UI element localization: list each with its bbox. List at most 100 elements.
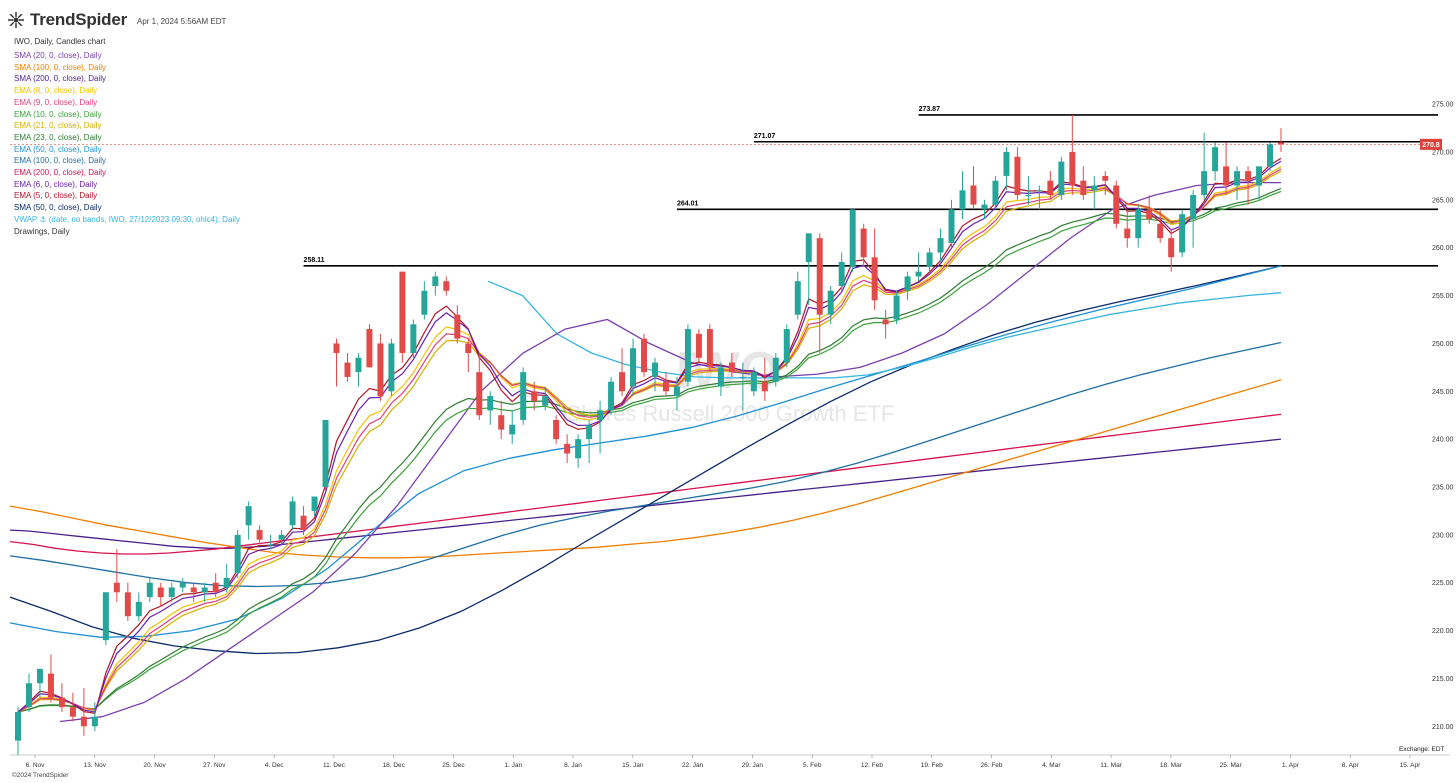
legend-item[interactable]: SMA (100, 0, close), Daily [14, 62, 107, 72]
x-tick-label: 22. Jan [682, 762, 704, 769]
candle-body [256, 530, 263, 540]
x-tick-label: 8. Jan [564, 762, 582, 769]
candle-body [794, 281, 801, 315]
legend-item[interactable]: Drawings, Daily [14, 226, 70, 236]
candle-body [487, 396, 494, 411]
y-tick-label: 245.00 [1432, 389, 1454, 396]
x-tick-label: 25. Dec [442, 762, 465, 769]
candle-body [926, 252, 933, 267]
candle-body [135, 601, 142, 617]
candle-body [695, 333, 702, 358]
y-tick-label: 235.00 [1432, 485, 1454, 492]
candle-body [47, 673, 54, 698]
candle-body [816, 238, 823, 315]
candle-body [970, 185, 977, 205]
legend-item[interactable]: EMA (200, 0, close), Daily [14, 168, 107, 178]
legend-item[interactable]: EMA (50, 0, close), Daily [14, 144, 102, 154]
legend-item[interactable]: SMA (50, 0, close), Daily [14, 203, 102, 213]
candle-body [882, 319, 889, 325]
candle-body [1146, 209, 1153, 219]
ma-line [9, 413, 1282, 555]
candle-body [772, 357, 779, 382]
legend-item[interactable]: SMA (200, 0, close), Daily [14, 74, 107, 84]
legend-item[interactable]: EMA (23, 0, close), Daily [14, 132, 102, 142]
horizontal-level-label: 258.11 [304, 257, 325, 264]
x-tick-label: 13. Nov [84, 762, 107, 769]
candle-body [1245, 171, 1252, 181]
candle-body [91, 716, 98, 727]
candle-body [937, 238, 944, 253]
candle-body [662, 381, 669, 392]
candle-body [684, 329, 691, 382]
candle-body [410, 324, 417, 353]
candle-body [1003, 152, 1010, 176]
candle-body [80, 716, 87, 727]
x-tick-label: 4. Mar [1042, 762, 1061, 769]
candle-body [190, 587, 197, 593]
x-tick-label: 4. Dec [265, 762, 285, 769]
candle-body [871, 257, 878, 301]
legend-item[interactable]: EMA (100, 0, close), Daily [14, 156, 107, 166]
candle-body [827, 290, 834, 315]
candle-body [157, 587, 164, 598]
ma-line [9, 341, 1282, 588]
candle-body [245, 506, 252, 526]
x-tick-label: 19. Feb [921, 762, 943, 769]
x-tick-label: 12. Feb [861, 762, 883, 769]
candle-body [992, 180, 999, 205]
x-tick-label: 6. Nov [26, 762, 46, 769]
chart-label: IWO, Daily, Candles chart [14, 37, 106, 46]
candle-body [69, 707, 76, 717]
candle-body [322, 420, 329, 487]
candle-body [641, 338, 648, 373]
y-tick-label: 275.00 [1432, 102, 1454, 109]
y-tick-label: 255.00 [1432, 293, 1454, 300]
fast-ma-line [17, 170, 1282, 713]
x-tick-label: 29. Jan [742, 762, 764, 769]
candle-body [959, 190, 966, 210]
candle-body [113, 582, 120, 593]
legend-item[interactable]: EMA (8, 0, close), Daily [14, 86, 98, 96]
candle-body [1212, 147, 1219, 172]
candle-body [608, 381, 615, 411]
candle-body [673, 386, 680, 397]
candle-body [1179, 214, 1186, 253]
candle-body [146, 582, 153, 598]
candle-body [981, 204, 988, 210]
ma-line [9, 265, 1282, 638]
legend-item[interactable]: SMA (20, 0, close), Daily [14, 51, 102, 60]
legend-item[interactable]: EMA (6, 0, close), Daily [14, 179, 98, 189]
candle-body [1058, 161, 1065, 196]
candle-body [201, 587, 208, 593]
x-tick-label: 18. Mar [1160, 762, 1183, 769]
candle-body [267, 544, 274, 546]
candle-body [1234, 171, 1241, 186]
legend-item[interactable]: EMA (5, 0, close), Daily [14, 191, 98, 201]
legend-item[interactable]: EMA (10, 0, close), Daily [14, 109, 102, 119]
fast-ma-line [17, 190, 1282, 713]
candle-body [311, 496, 318, 511]
legend-item[interactable]: EMA (9, 0, close), Daily [14, 97, 98, 107]
candle-body [344, 362, 351, 377]
candle-body [1256, 166, 1263, 186]
candle-body [432, 276, 439, 286]
candle-body [630, 348, 637, 387]
exchange-label: Exchange: EDT [1399, 746, 1445, 753]
x-tick-label: 1. Jan [504, 762, 522, 769]
candle-body [179, 582, 186, 588]
candle-body [15, 711, 21, 741]
candle-body [388, 343, 395, 392]
ma-line [9, 379, 1282, 559]
legend-item[interactable]: EMA (21, 0, close), Daily [14, 121, 102, 131]
candle-body [1047, 180, 1054, 196]
legend-item[interactable]: VWAP ⚓ (date, no bands, IWO, 27/12/2023 … [14, 214, 240, 224]
x-tick-label: 8. Apr [1342, 762, 1360, 769]
x-tick-label: 25. Mar [1220, 762, 1243, 769]
candle-body [355, 357, 362, 373]
x-tick-label: 15. Apr [1400, 762, 1421, 769]
candle-body [904, 276, 911, 291]
candle-body [234, 534, 241, 574]
candle-body [619, 372, 626, 392]
candle-body [333, 343, 340, 353]
